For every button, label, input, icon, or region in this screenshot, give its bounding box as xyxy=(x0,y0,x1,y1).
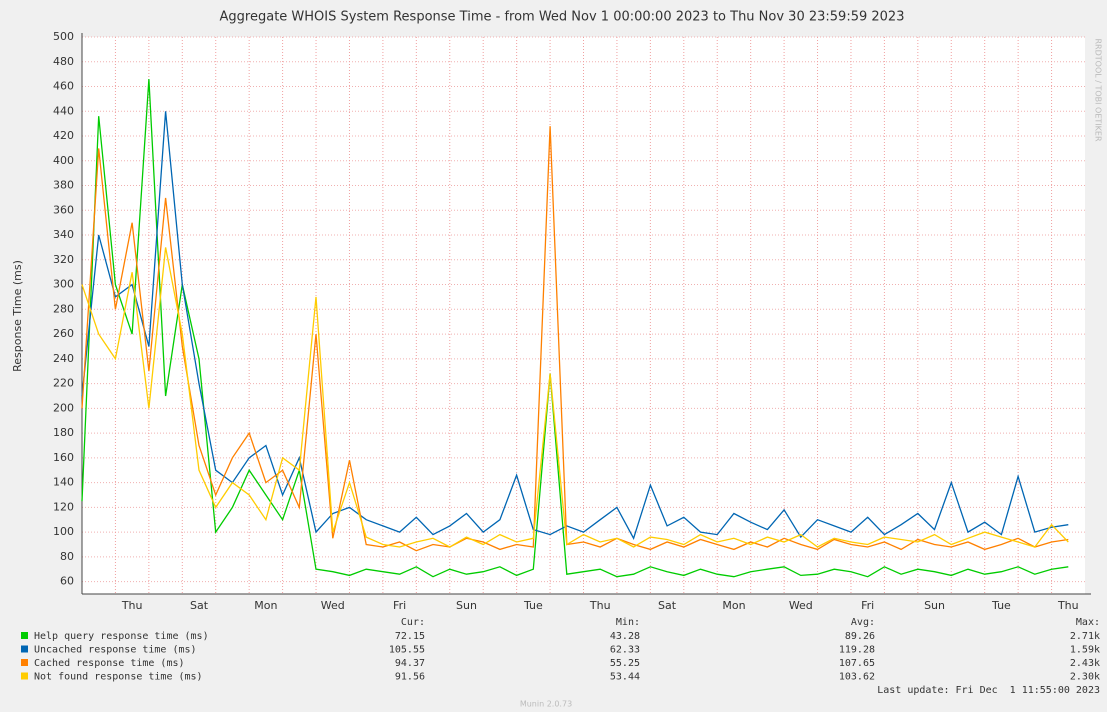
summary-value: 2.43k xyxy=(1070,658,1100,669)
legend-label: Help query response time (ms) xyxy=(34,631,209,642)
x-tick-label: Tue xyxy=(523,599,543,612)
y-tick-label: 200 xyxy=(53,401,74,414)
y-tick-label: 260 xyxy=(53,327,74,340)
chart-title: Aggregate WHOIS System Response Time - f… xyxy=(220,10,905,25)
x-tick-label: Sat xyxy=(658,599,677,612)
x-tick-label: Mon xyxy=(254,599,277,612)
summary-header: Cur: xyxy=(401,617,425,628)
y-tick-label: 180 xyxy=(53,426,74,439)
legend-swatch xyxy=(21,659,28,666)
y-tick-label: 400 xyxy=(53,154,74,167)
x-tick-label: Thu xyxy=(1057,599,1079,612)
y-tick-label: 140 xyxy=(53,476,74,489)
legend-label: Uncached response time (ms) xyxy=(34,645,197,656)
y-tick-label: 480 xyxy=(53,55,74,68)
y-tick-label: 80 xyxy=(60,550,74,563)
summary-value: 43.28 xyxy=(610,631,640,642)
x-tick-label: Wed xyxy=(321,599,345,612)
x-tick-label: Sun xyxy=(924,599,945,612)
x-tick-label: Thu xyxy=(589,599,611,612)
summary-value: 55.25 xyxy=(610,658,640,669)
legend-swatch xyxy=(21,632,28,639)
x-tick-label: Wed xyxy=(789,599,813,612)
summary-value: 53.44 xyxy=(610,672,640,683)
y-tick-label: 120 xyxy=(53,500,74,513)
summary-value: 62.33 xyxy=(610,645,640,656)
summary-header: Max: xyxy=(1076,617,1100,628)
y-tick-label: 360 xyxy=(53,203,74,216)
x-tick-label: Sun xyxy=(456,599,477,612)
summary-value: 105.55 xyxy=(389,645,425,656)
y-tick-label: 280 xyxy=(53,302,74,315)
series-line xyxy=(81,126,1069,552)
legend-label: Cached response time (ms) xyxy=(34,658,185,669)
summary-value: 94.37 xyxy=(395,658,425,669)
y-tick-label: 240 xyxy=(53,352,74,365)
series-line xyxy=(81,247,1069,548)
y-tick-label: 160 xyxy=(53,451,74,464)
summary-value: 2.30k xyxy=(1070,672,1100,683)
legend-swatch xyxy=(21,672,28,680)
y-tick-label: 60 xyxy=(60,575,74,588)
summary-value: 72.15 xyxy=(395,631,425,642)
summary-value: 2.71k xyxy=(1070,631,1100,642)
y-axis-label: Response Time (ms) xyxy=(11,260,24,372)
y-tick-label: 500 xyxy=(53,30,74,43)
x-tick-label: Thu xyxy=(121,599,143,612)
last-update: Last update: Fri Dec 1 11:55:00 2023 xyxy=(877,685,1100,696)
summary-header: Avg: xyxy=(851,617,875,628)
x-tick-label: Sat xyxy=(190,599,209,612)
y-tick-label: 300 xyxy=(53,278,74,291)
plot-area xyxy=(82,37,1085,594)
y-tick-label: 380 xyxy=(53,179,74,192)
summary-value: 119.28 xyxy=(839,645,875,656)
legend-label: Not found response time (ms) xyxy=(34,672,203,683)
x-tick-label: Mon xyxy=(722,599,745,612)
series-line xyxy=(81,111,1069,540)
y-tick-label: 420 xyxy=(53,129,74,142)
y-tick-label: 320 xyxy=(53,253,74,266)
summary-value: 107.65 xyxy=(839,658,875,669)
footer: Munin 2.0.73 xyxy=(520,700,572,709)
summary-value: 89.26 xyxy=(845,631,875,642)
x-tick-label: Fri xyxy=(393,599,406,612)
summary-value: 1.59k xyxy=(1070,645,1100,656)
y-tick-label: 440 xyxy=(53,104,74,117)
x-tick-label: Tue xyxy=(991,599,1011,612)
summary-value: 103.62 xyxy=(839,672,875,683)
side-label: RRDTOOL / TOBI OETIKER xyxy=(1094,38,1103,141)
series-line xyxy=(81,79,1069,578)
y-tick-label: 220 xyxy=(53,377,74,390)
y-tick-label: 100 xyxy=(53,525,74,538)
legend-swatch xyxy=(21,645,28,653)
y-tick-label: 460 xyxy=(53,80,74,93)
y-tick-label: 340 xyxy=(53,228,74,241)
summary-value: 91.56 xyxy=(395,672,425,683)
summary-header: Min: xyxy=(616,617,640,628)
x-tick-label: Fri xyxy=(861,599,874,612)
